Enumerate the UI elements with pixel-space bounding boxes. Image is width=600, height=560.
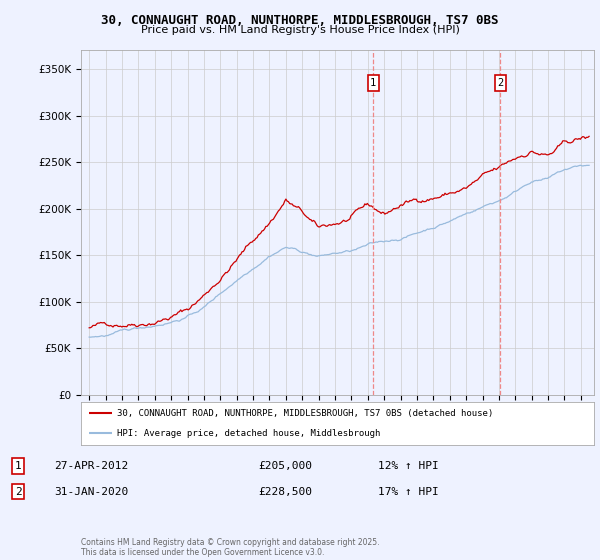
Text: Contains HM Land Registry data © Crown copyright and database right 2025.
This d: Contains HM Land Registry data © Crown c… [81, 538, 380, 557]
Text: 30, CONNAUGHT ROAD, NUNTHORPE, MIDDLESBROUGH, TS7 0BS: 30, CONNAUGHT ROAD, NUNTHORPE, MIDDLESBR… [101, 14, 499, 27]
Text: 30, CONNAUGHT ROAD, NUNTHORPE, MIDDLESBROUGH, TS7 0BS (detached house): 30, CONNAUGHT ROAD, NUNTHORPE, MIDDLESBR… [117, 409, 493, 418]
Text: 17% ↑ HPI: 17% ↑ HPI [378, 487, 439, 497]
Text: 12% ↑ HPI: 12% ↑ HPI [378, 461, 439, 471]
Text: 2: 2 [497, 78, 503, 88]
Text: Price paid vs. HM Land Registry's House Price Index (HPI): Price paid vs. HM Land Registry's House … [140, 25, 460, 35]
Text: 31-JAN-2020: 31-JAN-2020 [54, 487, 128, 497]
Text: 27-APR-2012: 27-APR-2012 [54, 461, 128, 471]
Text: 1: 1 [370, 78, 376, 88]
Text: 1: 1 [14, 461, 22, 471]
Text: £205,000: £205,000 [258, 461, 312, 471]
Text: £228,500: £228,500 [258, 487, 312, 497]
Text: HPI: Average price, detached house, Middlesbrough: HPI: Average price, detached house, Midd… [117, 429, 380, 438]
Text: 2: 2 [14, 487, 22, 497]
